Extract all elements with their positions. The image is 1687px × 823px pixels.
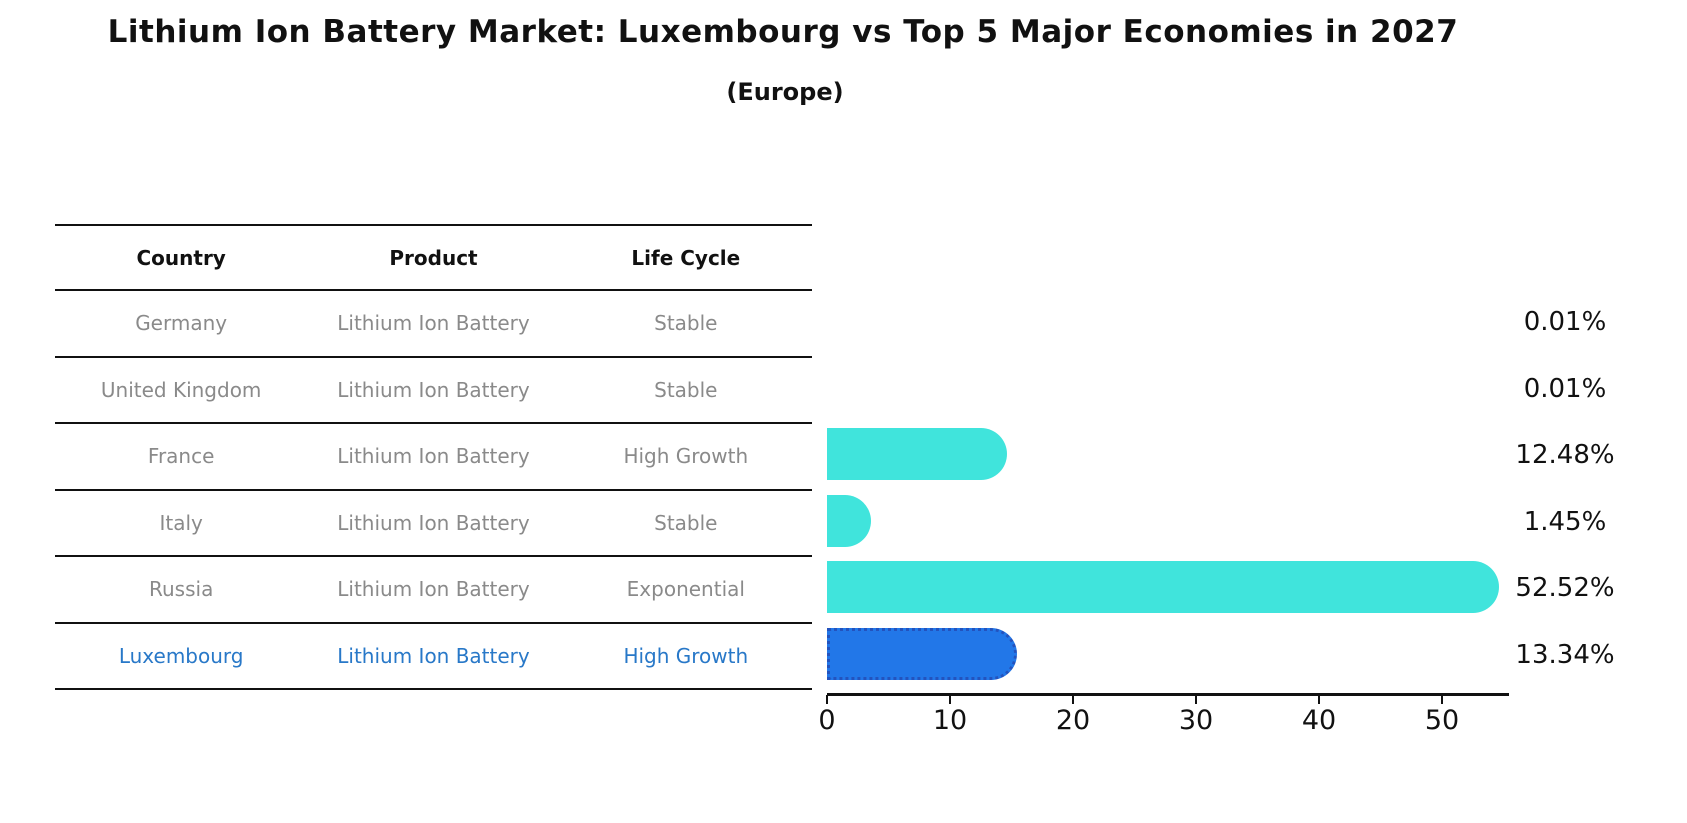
- table-row: France Lithium Ion Battery High Growth: [55, 424, 812, 491]
- cell-life-cycle: Exponential: [626, 577, 745, 602]
- cell-product: Lithium Ion Battery: [337, 311, 530, 336]
- value-label: 13.34%: [1515, 639, 1615, 670]
- cell-country: Italy: [159, 510, 203, 535]
- cell-life-cycle: High Growth: [623, 444, 749, 469]
- value-label: 52.52%: [1515, 573, 1615, 603]
- table-body: Germany Lithium Ion Battery Stable United K…: [55, 291, 812, 690]
- cell-country: France: [147, 444, 215, 469]
- tick-label: 50: [1424, 705, 1460, 736]
- tick-label: 20: [1055, 705, 1091, 736]
- table-row: Russia Lithium Ion Battery Exponential: [55, 557, 812, 624]
- table-header-row: Country Product Life Cycle: [55, 226, 812, 291]
- cell-product: Lithium Ion Battery: [337, 377, 530, 402]
- cell-country: Germany: [135, 311, 228, 336]
- bar-italy: [827, 494, 871, 547]
- bar-france: [827, 428, 1007, 481]
- value-label: 0.01%: [1523, 373, 1607, 404]
- tick-mark: [949, 695, 951, 704]
- bar-highlight-luxembourg: [827, 627, 1018, 680]
- tick-label: 0: [818, 705, 836, 736]
- cell-life-cycle: High Growth: [623, 643, 749, 668]
- cell-product: Lithium Ion Battery: [337, 577, 530, 602]
- value-label: 1.45%: [1523, 506, 1607, 537]
- tick-mark: [1441, 695, 1443, 704]
- cell-country: Russia: [149, 577, 214, 602]
- cell-product: Lithium Ion Battery: [337, 510, 530, 535]
- x-axis-line: [827, 693, 1509, 696]
- tick-label: 40: [1301, 705, 1337, 736]
- cell-country: United Kingdom: [100, 377, 262, 402]
- cell-life-cycle: Stable: [654, 377, 718, 402]
- value-label: 12.48%: [1515, 440, 1615, 470]
- column-header-product: Product: [389, 245, 478, 270]
- cell-product: Lithium Ion Battery: [337, 643, 530, 668]
- table-row: Germany Lithium Ion Battery Stable: [55, 291, 812, 358]
- tick-mark: [1072, 695, 1074, 704]
- tick-label: 10: [932, 705, 968, 736]
- chart-subtitle: (Europe): [726, 78, 844, 106]
- column-header-country: Country: [136, 245, 226, 270]
- tick-label: 30: [1178, 705, 1214, 736]
- bar-russia: [827, 561, 1499, 614]
- cell-product: Lithium Ion Battery: [337, 444, 530, 469]
- tick-mark: [1318, 695, 1320, 704]
- table-row: Luxembourg Lithium Ion Battery High Growth: [55, 624, 812, 690]
- table-row: United Kingdom Lithium Ion Battery Stable: [55, 358, 812, 424]
- tick-mark: [826, 695, 828, 704]
- country-table: Country Product Life Cycle Germany Lithiu…: [55, 224, 812, 690]
- cell-country: Luxembourg: [118, 643, 244, 668]
- chart-title: Lithium Ion Battery Market: Luxembourg v…: [107, 14, 1459, 50]
- cell-life-cycle: Stable: [654, 311, 718, 336]
- tick-mark: [1195, 695, 1197, 704]
- value-label: 0.01%: [1523, 307, 1607, 337]
- cell-life-cycle: Stable: [654, 510, 718, 535]
- column-header-life-cycle: Life Cycle: [631, 245, 741, 270]
- table-row: Italy Lithium Ion Battery Stable: [55, 491, 812, 557]
